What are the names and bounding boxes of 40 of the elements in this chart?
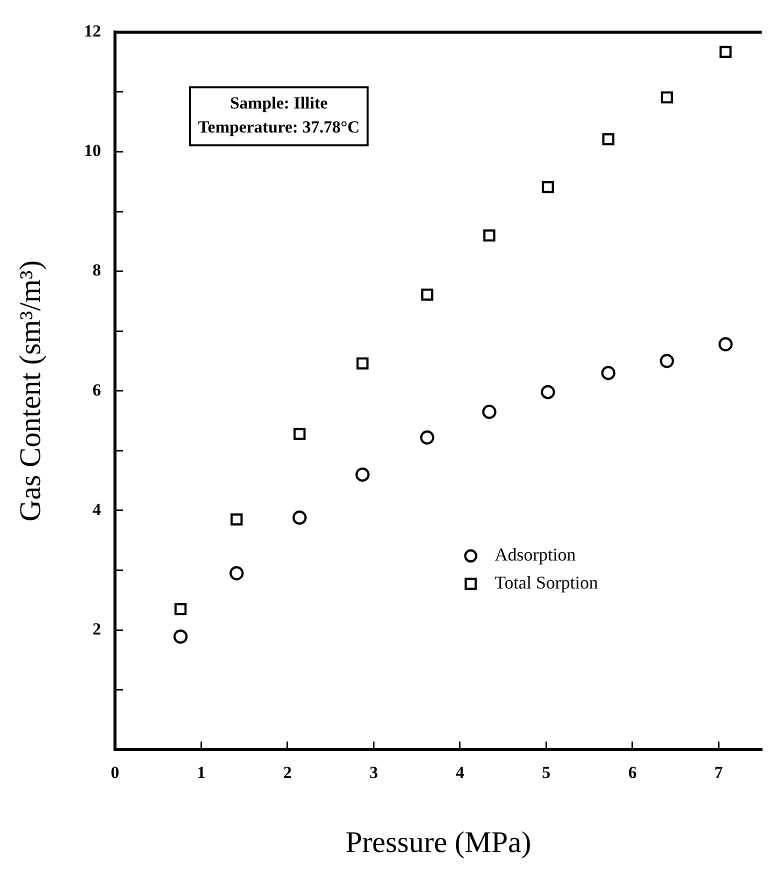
legend-label: Total Sorption [494, 572, 598, 593]
y-tick-label: 2 [92, 619, 101, 638]
legend-label: Adsorption [494, 544, 576, 565]
annotation: Sample: Illite [230, 94, 328, 113]
x-tick-label: 0 [110, 763, 120, 782]
y-tick-label: 8 [92, 260, 101, 280]
y-tick-label: 4 [92, 500, 102, 519]
x-tick-label: 5 [542, 763, 550, 782]
point [355, 467, 370, 482]
point [660, 91, 673, 104]
point [420, 430, 434, 445]
x-tick-label: 4 [456, 763, 465, 782]
point [173, 630, 188, 644]
point [660, 354, 674, 368]
y-tick-label: 10 [84, 141, 101, 160]
point [602, 133, 614, 146]
point [292, 510, 307, 525]
y-tick-label: 6 [92, 380, 101, 400]
x-tick-label: 7 [714, 763, 724, 782]
point [421, 288, 434, 301]
x-tick-label: 1 [196, 763, 206, 782]
x-tick-label: 3 [369, 763, 378, 782]
point [230, 566, 244, 580]
point [542, 180, 554, 194]
y-axis-title: Gas Content (sm³/m³) [14, 260, 47, 522]
x-tick-label: 6 [628, 763, 637, 782]
point [294, 428, 306, 440]
point [482, 404, 496, 419]
point [483, 229, 496, 242]
annotation: Temperature: 37.78°C [198, 118, 360, 137]
point [174, 603, 187, 616]
point [601, 366, 616, 380]
point [540, 384, 556, 400]
point [718, 337, 733, 352]
x-axis-title: Pressure (MPa) [345, 826, 532, 859]
y-tick-label: 12 [84, 22, 101, 41]
point [720, 46, 732, 58]
point [356, 357, 369, 370]
x-tick-label: 2 [283, 763, 292, 782]
point [230, 513, 243, 526]
